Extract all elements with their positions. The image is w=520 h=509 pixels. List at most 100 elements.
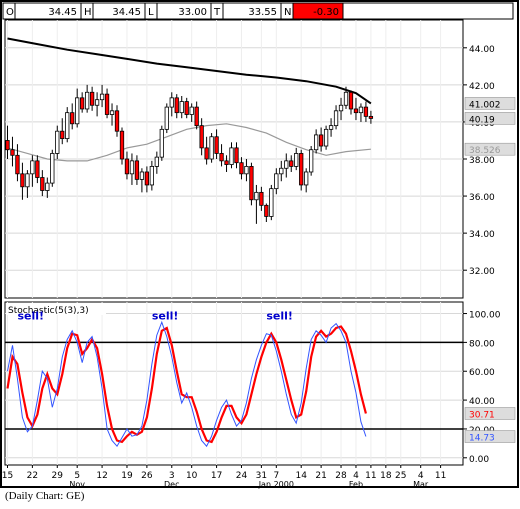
- candle: [269, 188, 274, 217]
- x-tick-label: 4: [418, 471, 424, 481]
- stoch-k-line: [7, 320, 367, 448]
- candle: [10, 149, 15, 156]
- candle: [60, 130, 65, 140]
- stoch-tag-label: 30.71: [469, 410, 495, 420]
- ohlc-value-box: [292, 2, 344, 20]
- x-tick-label: 5: [74, 471, 80, 481]
- stoch-tag-bg: [464, 430, 516, 443]
- candle: [89, 91, 95, 106]
- x-month-label: Dec: [164, 480, 179, 489]
- stoch-ytick-label: 40.00: [469, 397, 495, 407]
- candle: [159, 128, 164, 158]
- x-tick-label: 31: [256, 471, 267, 481]
- candle: [304, 171, 309, 186]
- x-tick-label: 11: [365, 471, 376, 481]
- candle: [75, 97, 80, 125]
- ma-short-line: [7, 123, 371, 162]
- candle: [65, 112, 70, 140]
- candle: [254, 191, 259, 201]
- candle: [234, 147, 239, 164]
- x-tick-label: 18: [380, 471, 392, 481]
- candle: [284, 160, 289, 169]
- x-tick-label: 15: [2, 471, 13, 481]
- candle: [124, 158, 130, 175]
- price-tag-bg: [464, 97, 516, 110]
- candle: [184, 101, 189, 115]
- candle: [25, 173, 30, 188]
- candle: [244, 166, 249, 175]
- candle: [204, 147, 209, 160]
- price-ytick-label: 32.00: [469, 267, 495, 277]
- x-axis: 15 22 29 5 12 19 26 3 10 17 24 31 7 14 21 28 4 11 18 25 4 11 N…: [2, 465, 446, 489]
- stoch-plot-area: [4, 301, 464, 466]
- x-tick-label: 26: [141, 471, 153, 481]
- sell-annotation: sell!: [17, 309, 44, 322]
- candle: [114, 110, 120, 132]
- x-tick-label: 25: [395, 471, 406, 481]
- candle: [219, 153, 224, 162]
- candle: [119, 130, 125, 160]
- stoch-ytick-label: 80.00: [469, 339, 495, 349]
- stoch-d-line: [6, 325, 367, 444]
- candle: [15, 154, 20, 175]
- price-ytick-label: 36.00: [469, 193, 495, 203]
- candle: [109, 110, 115, 115]
- x-tick-label: 7: [273, 471, 279, 481]
- stoch-ytick-label: 0.00: [469, 455, 489, 465]
- ohlc-key-l: L: [148, 7, 154, 18]
- price-ytick-label: 44.00: [469, 45, 495, 55]
- candle: [264, 204, 269, 217]
- candle: [294, 153, 299, 167]
- price-ytick-label: 38.00: [469, 156, 495, 166]
- candle: [45, 182, 50, 191]
- candle: [129, 160, 135, 175]
- candle: [164, 106, 169, 130]
- candle: [279, 167, 284, 175]
- x-tick-label: 19: [121, 471, 133, 481]
- price-tag-label: 40.19: [469, 115, 495, 125]
- x-tick-label: 12: [96, 471, 107, 481]
- ohlc-value-t: 33.55: [248, 7, 277, 18]
- ohlc-info-bar: O 34.45 H 34.45 L 33.00 T 33.55 N -0.30: [2, 2, 514, 20]
- candle: [338, 104, 344, 112]
- x-tick-label: 3: [169, 471, 175, 481]
- sell-annotation: sell!: [152, 309, 179, 322]
- candle: [139, 171, 145, 180]
- candle: [323, 128, 329, 147]
- candle: [289, 160, 294, 167]
- stoch-title: Stochastic(5(3),3): [8, 306, 89, 316]
- candle: [348, 91, 354, 110]
- candle: [299, 153, 304, 186]
- price-ytick-label: 42.00: [469, 82, 495, 92]
- candle: [224, 160, 229, 165]
- x-month-label: Nov: [69, 480, 85, 489]
- candle: [99, 93, 105, 101]
- price-panel: 44.0042.0040.0038.0036.0034.0032.0041.00…: [4, 19, 516, 299]
- candle: [40, 177, 45, 191]
- candle: [50, 153, 55, 184]
- x-tick-label: 17: [211, 471, 222, 481]
- ohlc-key-h: H: [84, 7, 92, 18]
- stoch-tag-bg: [464, 407, 516, 420]
- candle: [214, 136, 219, 154]
- ohlc-key-o: O: [6, 7, 14, 18]
- candle: [20, 173, 25, 188]
- price-tag-label: 41.002: [469, 100, 501, 110]
- candle: [333, 110, 339, 127]
- candle: [274, 173, 279, 190]
- candle: [363, 106, 369, 117]
- candle: [318, 134, 324, 147]
- candle: [328, 125, 334, 130]
- ohlc-key-n: N: [284, 7, 291, 18]
- x-month-label: Jan 2000: [258, 480, 294, 489]
- x-month-label: Feb: [349, 480, 363, 489]
- candle: [149, 166, 155, 186]
- candle: [179, 101, 184, 114]
- candle: [189, 106, 194, 115]
- candle: [84, 91, 90, 110]
- x-tick-label: 24: [236, 471, 248, 481]
- ohlc-value-o: 34.45: [48, 7, 77, 18]
- x-tick-label: 29: [52, 471, 64, 481]
- x-tick-label: 4: [353, 471, 359, 481]
- candle: [134, 160, 140, 180]
